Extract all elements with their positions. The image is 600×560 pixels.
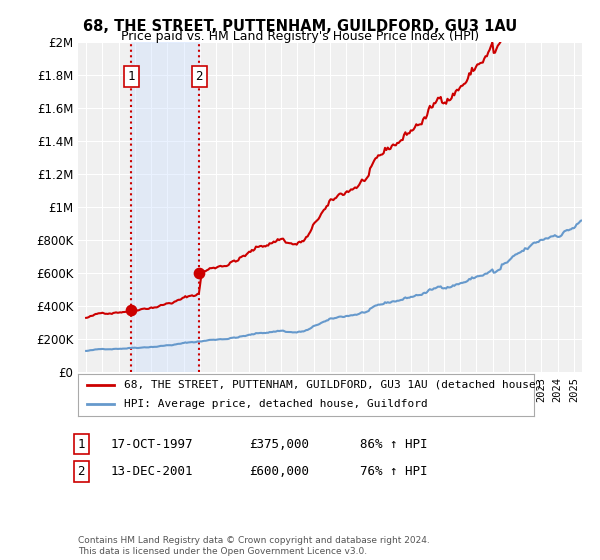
Text: 2: 2 (77, 465, 85, 478)
Text: Contains HM Land Registry data © Crown copyright and database right 2024.
This d: Contains HM Land Registry data © Crown c… (78, 536, 430, 556)
Text: £375,000: £375,000 (249, 437, 309, 451)
Text: 17-OCT-1997: 17-OCT-1997 (111, 437, 193, 451)
Text: Price paid vs. HM Land Registry's House Price Index (HPI): Price paid vs. HM Land Registry's House … (121, 30, 479, 43)
Text: 13-DEC-2001: 13-DEC-2001 (111, 465, 193, 478)
Point (194, 269, 204, 278)
Text: 76% ↑ HPI: 76% ↑ HPI (360, 465, 427, 478)
Text: 68, THE STREET, PUTTENHAM, GUILDFORD, GU3 1AU: 68, THE STREET, PUTTENHAM, GUILDFORD, GU… (83, 19, 517, 34)
Bar (131, 42, 199, 372)
Point (127, 306, 136, 315)
Text: 1: 1 (77, 437, 85, 451)
Text: 86% ↑ HPI: 86% ↑ HPI (360, 437, 427, 451)
Text: 2: 2 (196, 70, 203, 83)
Text: 1: 1 (128, 70, 135, 83)
Text: £600,000: £600,000 (249, 465, 309, 478)
Text: 68, THE STREET, PUTTENHAM, GUILDFORD, GU3 1AU (detached house): 68, THE STREET, PUTTENHAM, GUILDFORD, GU… (124, 380, 542, 390)
Text: HPI: Average price, detached house, Guildford: HPI: Average price, detached house, Guil… (124, 399, 427, 409)
